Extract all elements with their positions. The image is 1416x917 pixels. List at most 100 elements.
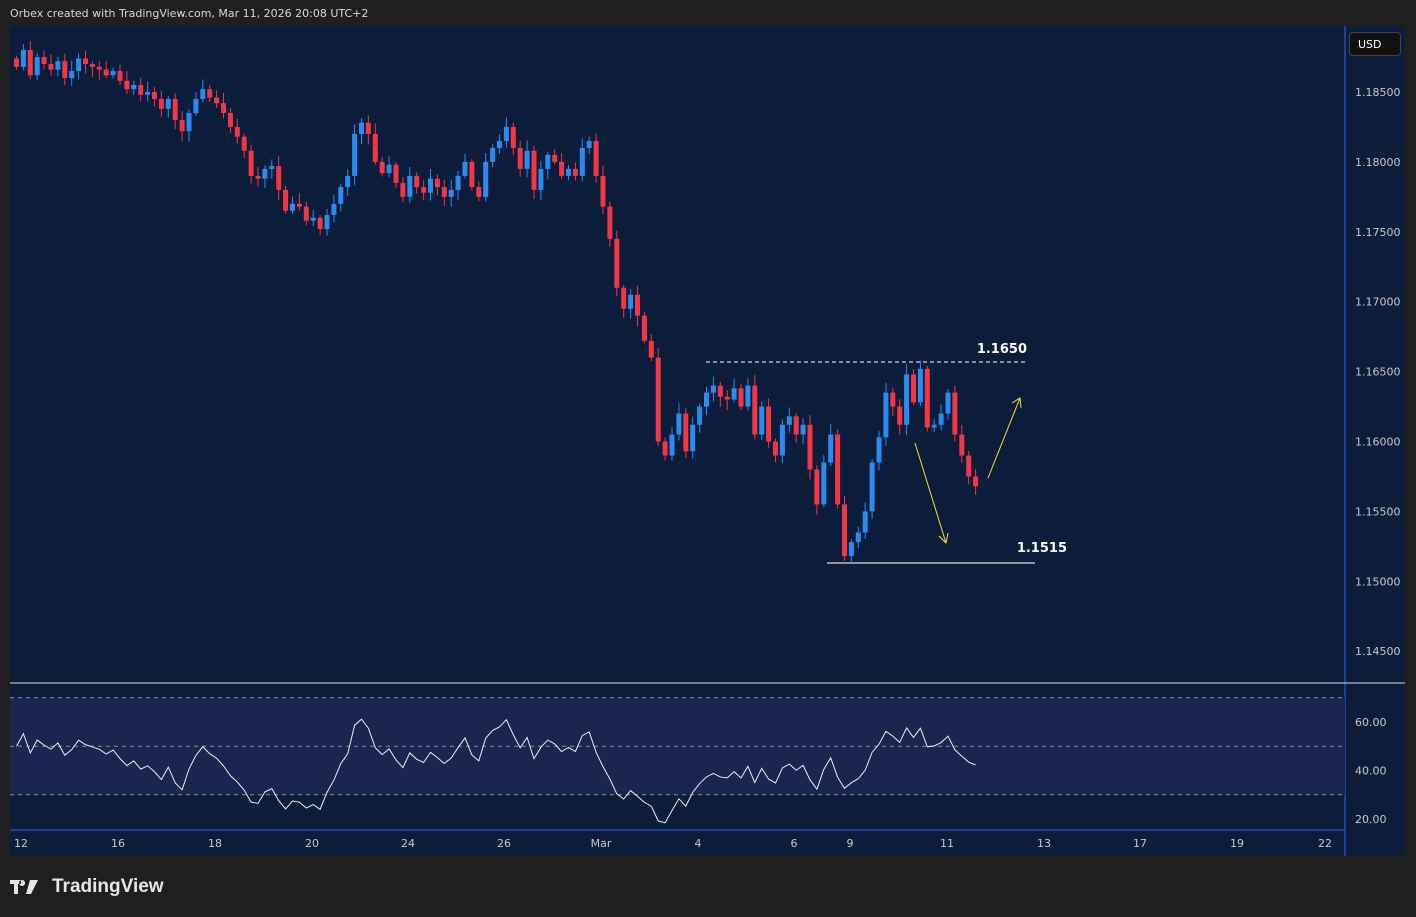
time-tick-label: 6 [791,837,798,850]
rsi-line [16,718,976,824]
candle-body [800,424,806,435]
candle-body [773,441,778,456]
candle-body [814,469,820,505]
candle-body [276,166,282,190]
time-tick-label: 4 [695,837,702,850]
candle-body [76,58,82,72]
candle-body [158,98,164,109]
candle-body [869,462,875,512]
candle-body [27,50,33,76]
candle-body [904,374,910,425]
candle-body [20,50,26,67]
candle-body [572,168,578,176]
tradingview-logo[interactable]: TradingView [10,876,164,898]
candle-body [669,434,675,456]
candle-body [124,80,130,90]
time-tick-label: 13 [1037,837,1051,850]
candle-body [83,58,88,65]
candle-body [566,168,571,176]
candle-body [952,392,958,435]
candle-body [34,57,40,76]
candle-body [138,85,144,95]
price-tick-label: 1.17500 [1355,226,1401,239]
candle-body [152,92,157,99]
currency-button[interactable]: USD [1349,32,1401,56]
candle-body [628,294,634,309]
candle-body [683,413,689,452]
candle-body [338,187,344,204]
candle-body [462,161,468,176]
time-tick-label: 9 [847,837,854,850]
candle-body [89,64,95,67]
candle-body [193,98,199,113]
rsi-tick-label: 40.00 [1355,765,1387,778]
tradingview-logo-icon [10,880,38,894]
candle-body [290,203,295,211]
candle-body [303,206,309,221]
chart-svg[interactable]: 1.18500 1.18000 1.17500 1.17000 1.16500 1.160… [10,26,1405,856]
rsi-tick-label: 20.00 [1355,813,1387,826]
candle-body [931,424,937,428]
time-tick-label: 11 [940,837,954,850]
price-tick-label: 1.14500 [1355,645,1401,658]
candle-body [165,98,171,109]
candle-body [883,392,889,438]
candle-body [752,385,758,435]
price-tick-label: 1.16000 [1355,436,1401,449]
candle-body [676,413,682,435]
rsi-tick-label: 60.00 [1355,716,1387,729]
candle-body [641,315,647,341]
candle-body [704,392,709,407]
candle-body [614,238,620,288]
candle-body [655,357,661,442]
candle-body [552,154,558,162]
candle-body [331,203,337,216]
candle-body [745,385,751,407]
candle-body [310,217,316,221]
candle-body [379,161,385,174]
candle-body [531,150,537,190]
candle-body [359,122,364,134]
candle-body [372,133,378,162]
candle-body [600,175,606,207]
candle-body [172,98,178,120]
candle-body [621,287,627,309]
candle-body [117,71,123,81]
candle-body [476,187,482,197]
candle-body [48,64,54,70]
candle-body [697,406,703,425]
candle-body [296,203,302,207]
chart-caption: Orbex created with TradingView.com, Mar … [10,7,369,20]
chart-area[interactable]: 1.18500 1.18000 1.17500 1.17000 1.16500 1.160… [10,26,1405,856]
support-label: 1.1515 [1017,541,1067,556]
time-tick-label: Mar [591,837,612,850]
price-tick-label: 1.16500 [1355,366,1401,379]
candle-body [69,71,75,79]
candle-body [524,150,530,169]
candle-body [862,511,868,533]
price-tick-label: 1.18000 [1355,156,1401,169]
down-arrow-icon [914,442,949,545]
candle-body [890,392,896,407]
candle-body [131,85,137,90]
candle-body [221,103,226,113]
candle-body [469,161,475,188]
candle-body [428,178,433,193]
candle-body [255,175,261,179]
candle-body [179,119,185,132]
candle-body [945,392,951,414]
candle-body [227,112,233,127]
candle-body [345,175,351,188]
candle-body [848,542,854,557]
candle-body [200,89,206,99]
candle-body [731,388,737,400]
candle-body [214,97,220,104]
candle-body [938,413,944,425]
candle-body [793,416,799,435]
candle-body [283,189,289,211]
candle-body [579,147,585,176]
candle-body [448,189,454,197]
candle-body [717,385,723,397]
candle-body [766,406,772,442]
time-tick-label: 16 [111,837,125,850]
